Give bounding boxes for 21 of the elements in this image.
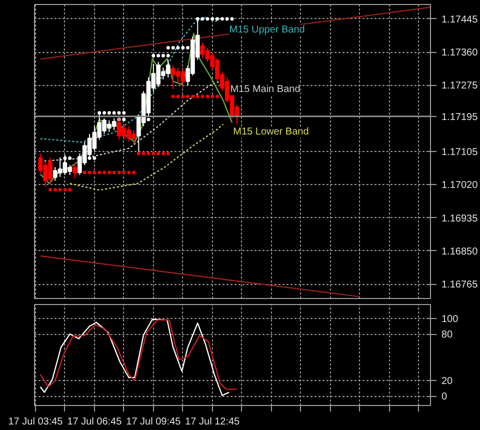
y-tick-label: 20 bbox=[442, 376, 454, 388]
x-tick-label: 17 Jul 12:45 bbox=[185, 416, 240, 428]
y-tick-label: 1.16935 bbox=[442, 213, 478, 224]
series-label: M15 Main Band bbox=[230, 84, 300, 95]
y-tick-label: 1.17275 bbox=[442, 80, 478, 92]
y-tick-label: 80 bbox=[442, 330, 454, 341]
y-tick-label: 0 bbox=[442, 392, 448, 403]
x-tick-label: 17 Jul 09:45 bbox=[126, 416, 182, 428]
y-tick-label: 100 bbox=[442, 314, 459, 325]
y-tick-label: 1.16850 bbox=[442, 246, 478, 258]
y-tick-label: 1.17020 bbox=[442, 180, 478, 192]
x-tick-label: 17 Jul 03:45 bbox=[8, 416, 64, 428]
y-tick-label: 1.16765 bbox=[442, 280, 478, 291]
y-tick-label: 1.17360 bbox=[442, 48, 478, 59]
y-tick-label: 1.17105 bbox=[442, 147, 478, 158]
series-label: M15 Lower Band bbox=[233, 126, 309, 138]
ref-line-label: 1.17195 bbox=[442, 112, 478, 123]
x-tick-label: 17 Jul 06:45 bbox=[67, 416, 122, 428]
y-tick-label: 1.17445 bbox=[442, 14, 478, 26]
series-label: M15 Upper Band bbox=[229, 24, 305, 36]
candlestick bbox=[72, 162, 77, 180]
